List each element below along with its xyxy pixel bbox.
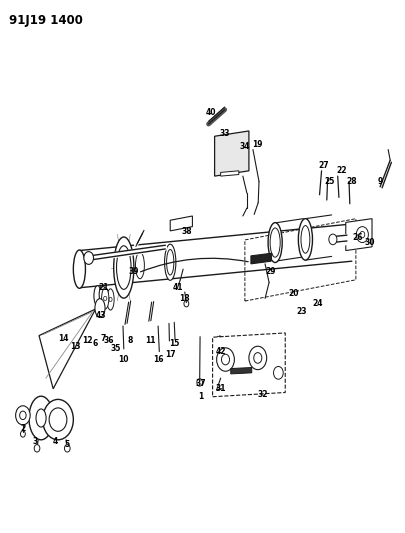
Text: 23: 23 (296, 307, 307, 316)
Ellipse shape (29, 396, 53, 440)
Circle shape (64, 445, 70, 452)
Text: 34: 34 (240, 142, 250, 151)
Text: 43: 43 (96, 311, 106, 320)
Text: 15: 15 (169, 339, 179, 348)
Ellipse shape (94, 286, 101, 306)
Ellipse shape (301, 225, 310, 253)
Circle shape (273, 367, 283, 379)
Text: 28: 28 (347, 177, 357, 186)
Text: 17: 17 (165, 350, 175, 359)
Text: 11: 11 (145, 336, 155, 345)
Text: 42: 42 (215, 347, 226, 356)
Text: 19: 19 (252, 140, 262, 149)
Text: 35: 35 (111, 344, 121, 353)
Text: 20: 20 (288, 288, 298, 297)
Circle shape (362, 233, 368, 242)
Text: 24: 24 (312, 299, 323, 308)
Polygon shape (251, 253, 272, 264)
Text: 14: 14 (58, 334, 68, 343)
Text: 16: 16 (153, 355, 163, 364)
Text: 41: 41 (173, 283, 183, 292)
Text: 91J19 1400: 91J19 1400 (9, 14, 83, 27)
Polygon shape (170, 216, 192, 231)
Polygon shape (346, 219, 372, 251)
Text: 7: 7 (101, 334, 106, 343)
Ellipse shape (99, 285, 106, 304)
Text: 26: 26 (353, 233, 363, 242)
Text: 30: 30 (365, 238, 375, 247)
Circle shape (16, 406, 30, 425)
Text: 37: 37 (195, 379, 206, 388)
Text: 8: 8 (127, 336, 132, 345)
Text: 1: 1 (198, 392, 203, 401)
Text: 32: 32 (258, 390, 268, 399)
Ellipse shape (298, 219, 313, 260)
Ellipse shape (36, 409, 46, 427)
Text: 4: 4 (53, 438, 58, 447)
Text: 10: 10 (119, 355, 129, 364)
Text: 40: 40 (205, 108, 216, 117)
Text: 9: 9 (377, 177, 383, 186)
Circle shape (356, 227, 369, 243)
Text: 21: 21 (98, 283, 109, 292)
Text: 31: 31 (215, 384, 226, 393)
Ellipse shape (268, 223, 282, 263)
Text: 27: 27 (318, 161, 329, 170)
Ellipse shape (95, 298, 105, 317)
Polygon shape (231, 368, 252, 374)
Text: 25: 25 (324, 177, 335, 186)
Polygon shape (215, 131, 249, 176)
Text: 13: 13 (70, 342, 81, 351)
Circle shape (197, 378, 202, 386)
Ellipse shape (166, 249, 174, 275)
Circle shape (329, 234, 337, 245)
Ellipse shape (102, 288, 109, 309)
Circle shape (84, 252, 94, 264)
Text: 12: 12 (82, 336, 93, 345)
Ellipse shape (136, 252, 144, 279)
Ellipse shape (114, 237, 134, 298)
Circle shape (34, 445, 40, 452)
Ellipse shape (107, 289, 114, 310)
Circle shape (49, 408, 67, 431)
Polygon shape (39, 309, 96, 389)
Ellipse shape (270, 228, 280, 257)
Text: 3: 3 (32, 438, 38, 447)
Polygon shape (221, 171, 239, 176)
Text: 6: 6 (93, 339, 98, 348)
Text: 2: 2 (20, 424, 26, 433)
Ellipse shape (117, 246, 131, 289)
Text: 22: 22 (337, 166, 347, 175)
Polygon shape (213, 333, 285, 397)
Ellipse shape (73, 250, 85, 288)
Text: 36: 36 (104, 336, 114, 345)
Text: 39: 39 (129, 268, 139, 276)
Circle shape (43, 399, 73, 440)
Text: 29: 29 (266, 268, 276, 276)
Text: 18: 18 (179, 294, 190, 303)
Text: 38: 38 (181, 228, 192, 237)
Text: 5: 5 (65, 440, 70, 449)
Ellipse shape (164, 244, 176, 280)
Text: 33: 33 (220, 129, 230, 138)
